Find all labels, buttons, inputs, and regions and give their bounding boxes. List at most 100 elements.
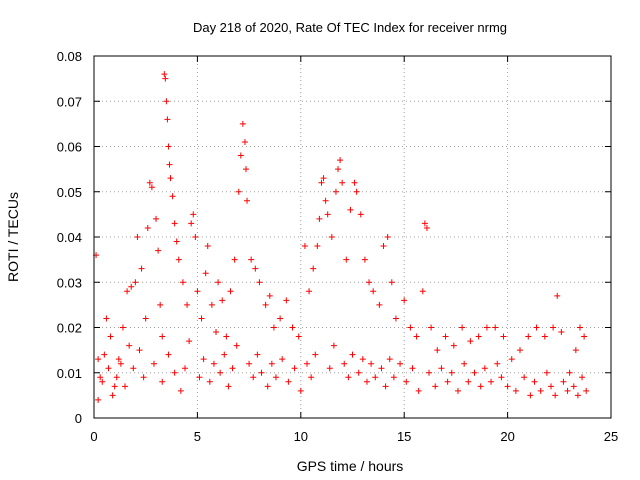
y-tick-label: 0.02 bbox=[57, 321, 82, 336]
data-point bbox=[206, 378, 213, 385]
data-point bbox=[235, 188, 242, 195]
data-point bbox=[162, 75, 169, 82]
data-point bbox=[384, 234, 391, 240]
data-point bbox=[512, 387, 519, 394]
data-point bbox=[403, 378, 410, 385]
data-point bbox=[390, 374, 397, 381]
data-point bbox=[184, 301, 191, 308]
data-point bbox=[279, 356, 286, 363]
chart-title: Day 218 of 2020, Rate Of TEC Index for r… bbox=[193, 20, 507, 35]
data-point bbox=[161, 71, 168, 78]
data-point bbox=[95, 396, 102, 403]
data-point bbox=[264, 383, 271, 390]
data-point bbox=[494, 360, 501, 367]
data-point bbox=[297, 387, 304, 394]
data-point bbox=[254, 351, 261, 358]
data-point bbox=[401, 297, 408, 304]
data-point bbox=[366, 279, 373, 286]
data-point bbox=[332, 188, 339, 195]
x-tick-label: 20 bbox=[500, 429, 514, 444]
data-point bbox=[434, 347, 441, 354]
data-point bbox=[192, 234, 199, 240]
data-point bbox=[318, 179, 325, 186]
data-point bbox=[504, 383, 511, 390]
y-tick-label: 0.03 bbox=[57, 275, 82, 290]
data-point bbox=[459, 324, 466, 331]
data-point bbox=[239, 120, 246, 127]
data-point bbox=[138, 265, 145, 272]
data-point bbox=[107, 333, 114, 340]
data-point bbox=[308, 374, 315, 381]
data-point bbox=[388, 279, 395, 286]
grid bbox=[94, 56, 611, 418]
data-point bbox=[498, 374, 505, 381]
data-point bbox=[97, 374, 104, 381]
data-point bbox=[359, 356, 366, 363]
data-point bbox=[409, 365, 416, 372]
data-point bbox=[579, 374, 586, 381]
data-point bbox=[252, 265, 259, 272]
data-point bbox=[552, 392, 559, 399]
data-point bbox=[438, 365, 445, 372]
data-point bbox=[266, 292, 273, 299]
data-point bbox=[225, 383, 232, 390]
data-point bbox=[450, 342, 457, 349]
data-point bbox=[291, 365, 298, 372]
data-point bbox=[423, 224, 430, 231]
x-tick-label: 10 bbox=[294, 429, 308, 444]
data-point bbox=[382, 383, 389, 390]
data-point bbox=[576, 324, 583, 331]
data-point bbox=[117, 360, 124, 367]
data-point bbox=[328, 234, 335, 240]
data-point bbox=[119, 324, 126, 331]
data-point bbox=[353, 188, 360, 195]
data-point bbox=[242, 166, 249, 173]
data-point bbox=[572, 347, 579, 354]
data-point bbox=[181, 365, 188, 372]
data-point bbox=[159, 333, 166, 340]
data-point bbox=[188, 220, 195, 227]
data-point bbox=[525, 333, 532, 340]
data-point bbox=[219, 297, 226, 304]
data-point bbox=[190, 211, 197, 218]
y-axis-label: ROTI / TECUs bbox=[5, 192, 21, 282]
data-point bbox=[428, 324, 435, 331]
data-point bbox=[521, 374, 528, 381]
data-point bbox=[262, 301, 269, 308]
data-point bbox=[442, 333, 449, 340]
data-point bbox=[213, 329, 220, 336]
data-point bbox=[256, 279, 263, 286]
data-point bbox=[144, 224, 151, 231]
data-point bbox=[246, 360, 253, 367]
data-point bbox=[132, 279, 139, 286]
data-point bbox=[454, 387, 461, 394]
data-point bbox=[277, 315, 284, 322]
data-point bbox=[167, 175, 174, 182]
data-points bbox=[93, 71, 590, 403]
data-point bbox=[413, 333, 420, 340]
data-point bbox=[467, 338, 474, 345]
data-point bbox=[111, 383, 118, 390]
data-point bbox=[248, 256, 255, 263]
x-tick-label: 15 bbox=[397, 429, 411, 444]
data-point bbox=[150, 360, 157, 367]
data-point bbox=[227, 288, 234, 295]
data-point bbox=[179, 279, 186, 286]
data-point bbox=[548, 383, 555, 390]
data-point bbox=[483, 324, 490, 331]
data-point bbox=[165, 143, 172, 150]
data-point bbox=[163, 98, 170, 105]
data-point bbox=[392, 315, 399, 322]
data-point bbox=[444, 378, 451, 385]
data-point bbox=[508, 356, 515, 363]
data-point bbox=[157, 301, 164, 308]
data-point bbox=[322, 197, 329, 204]
data-point bbox=[492, 324, 499, 331]
data-point bbox=[215, 279, 222, 286]
data-point bbox=[533, 324, 540, 331]
data-point bbox=[566, 369, 573, 376]
plot-frame bbox=[93, 55, 612, 419]
data-point bbox=[148, 184, 155, 191]
data-point bbox=[289, 324, 296, 331]
data-point bbox=[316, 215, 323, 222]
